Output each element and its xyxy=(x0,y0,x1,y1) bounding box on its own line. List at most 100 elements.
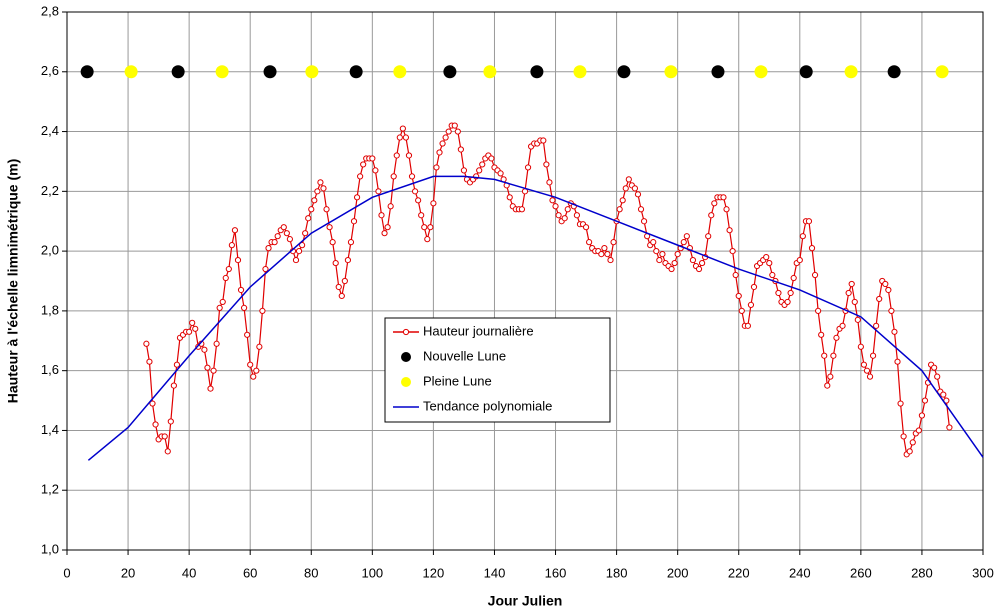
data-point xyxy=(347,239,355,246)
data-point xyxy=(708,212,715,219)
data-point xyxy=(561,215,568,222)
data-point xyxy=(332,259,339,267)
legend-label: Hauteur journalière xyxy=(423,323,534,338)
legend-marker xyxy=(401,352,411,362)
data-point xyxy=(369,155,376,162)
data-point xyxy=(909,439,916,446)
data-point xyxy=(610,239,617,246)
data-point xyxy=(650,239,657,246)
data-point xyxy=(891,328,898,335)
data-point xyxy=(263,65,277,79)
data-point xyxy=(393,152,400,159)
data-point xyxy=(729,248,736,255)
data-point xyxy=(601,245,608,252)
data-point xyxy=(763,253,770,261)
data-point xyxy=(674,251,681,258)
data-point xyxy=(390,173,397,180)
data-point xyxy=(204,364,211,371)
data-point xyxy=(873,322,880,329)
data-point xyxy=(479,161,486,168)
data-point xyxy=(353,194,361,201)
data-point xyxy=(524,164,532,171)
data-point xyxy=(411,188,419,195)
data-point xyxy=(857,343,864,350)
data-point xyxy=(215,65,229,79)
data-point xyxy=(906,448,913,455)
data-point xyxy=(497,170,504,177)
data-point xyxy=(430,200,437,207)
data-point xyxy=(384,224,391,231)
data-point xyxy=(402,134,410,141)
y-tick-label: 2,6 xyxy=(41,63,59,78)
data-point xyxy=(598,251,605,258)
data-point xyxy=(540,137,547,144)
data-point xyxy=(586,239,593,246)
data-point xyxy=(518,206,526,213)
data-point xyxy=(349,65,363,79)
x-tick-label: 80 xyxy=(304,565,318,580)
data-point xyxy=(695,265,703,273)
data-point xyxy=(726,227,733,234)
data-point xyxy=(897,400,904,407)
data-point xyxy=(314,188,321,195)
data-point xyxy=(546,179,553,186)
data-point xyxy=(201,346,208,353)
data-point xyxy=(146,358,153,365)
data-point xyxy=(247,361,254,368)
data-point xyxy=(213,340,220,347)
data-point xyxy=(607,256,614,264)
data-point xyxy=(387,203,394,210)
data-point xyxy=(152,421,159,428)
data-point xyxy=(173,361,181,368)
data-point xyxy=(341,277,348,285)
data-point xyxy=(283,230,290,237)
data-point xyxy=(274,233,281,240)
data-point xyxy=(723,206,730,213)
data-point xyxy=(433,164,440,171)
data-point xyxy=(225,265,232,273)
data-point xyxy=(851,298,858,306)
data-point xyxy=(833,334,840,341)
data-point xyxy=(265,245,272,252)
legend-label: Tendance polynomiale xyxy=(423,398,552,413)
data-point xyxy=(457,146,464,153)
data-point xyxy=(323,206,330,213)
data-point xyxy=(887,65,901,79)
x-tick-label: 100 xyxy=(361,565,383,580)
data-point xyxy=(848,280,855,288)
data-point xyxy=(436,149,443,156)
data-point xyxy=(940,391,947,398)
x-tick-label: 160 xyxy=(545,565,567,580)
data-point xyxy=(622,185,629,192)
data-point xyxy=(317,179,324,186)
data-point xyxy=(302,230,309,237)
data-point xyxy=(207,385,214,392)
data-point xyxy=(299,242,306,249)
legend-label: Nouvelle Lune xyxy=(423,348,506,363)
data-point xyxy=(305,65,319,79)
data-point xyxy=(664,65,678,79)
data-point xyxy=(161,433,168,440)
data-point xyxy=(424,236,431,243)
data-point xyxy=(818,331,825,338)
data-point xyxy=(375,188,382,195)
data-point xyxy=(308,206,315,213)
data-point xyxy=(286,236,293,243)
data-point xyxy=(637,206,645,213)
data-point xyxy=(811,271,819,279)
data-point xyxy=(256,343,263,350)
data-point xyxy=(357,173,364,180)
data-point xyxy=(393,65,407,79)
data-point xyxy=(192,325,199,332)
data-point xyxy=(821,352,828,359)
data-point xyxy=(653,248,660,255)
data-point xyxy=(231,227,239,234)
data-point xyxy=(451,122,458,129)
legend-box xyxy=(384,317,611,423)
data-point xyxy=(711,65,725,79)
data-point xyxy=(164,448,171,455)
data-point xyxy=(439,140,446,147)
data-point xyxy=(427,224,434,231)
x-tick-label: 120 xyxy=(423,565,445,580)
